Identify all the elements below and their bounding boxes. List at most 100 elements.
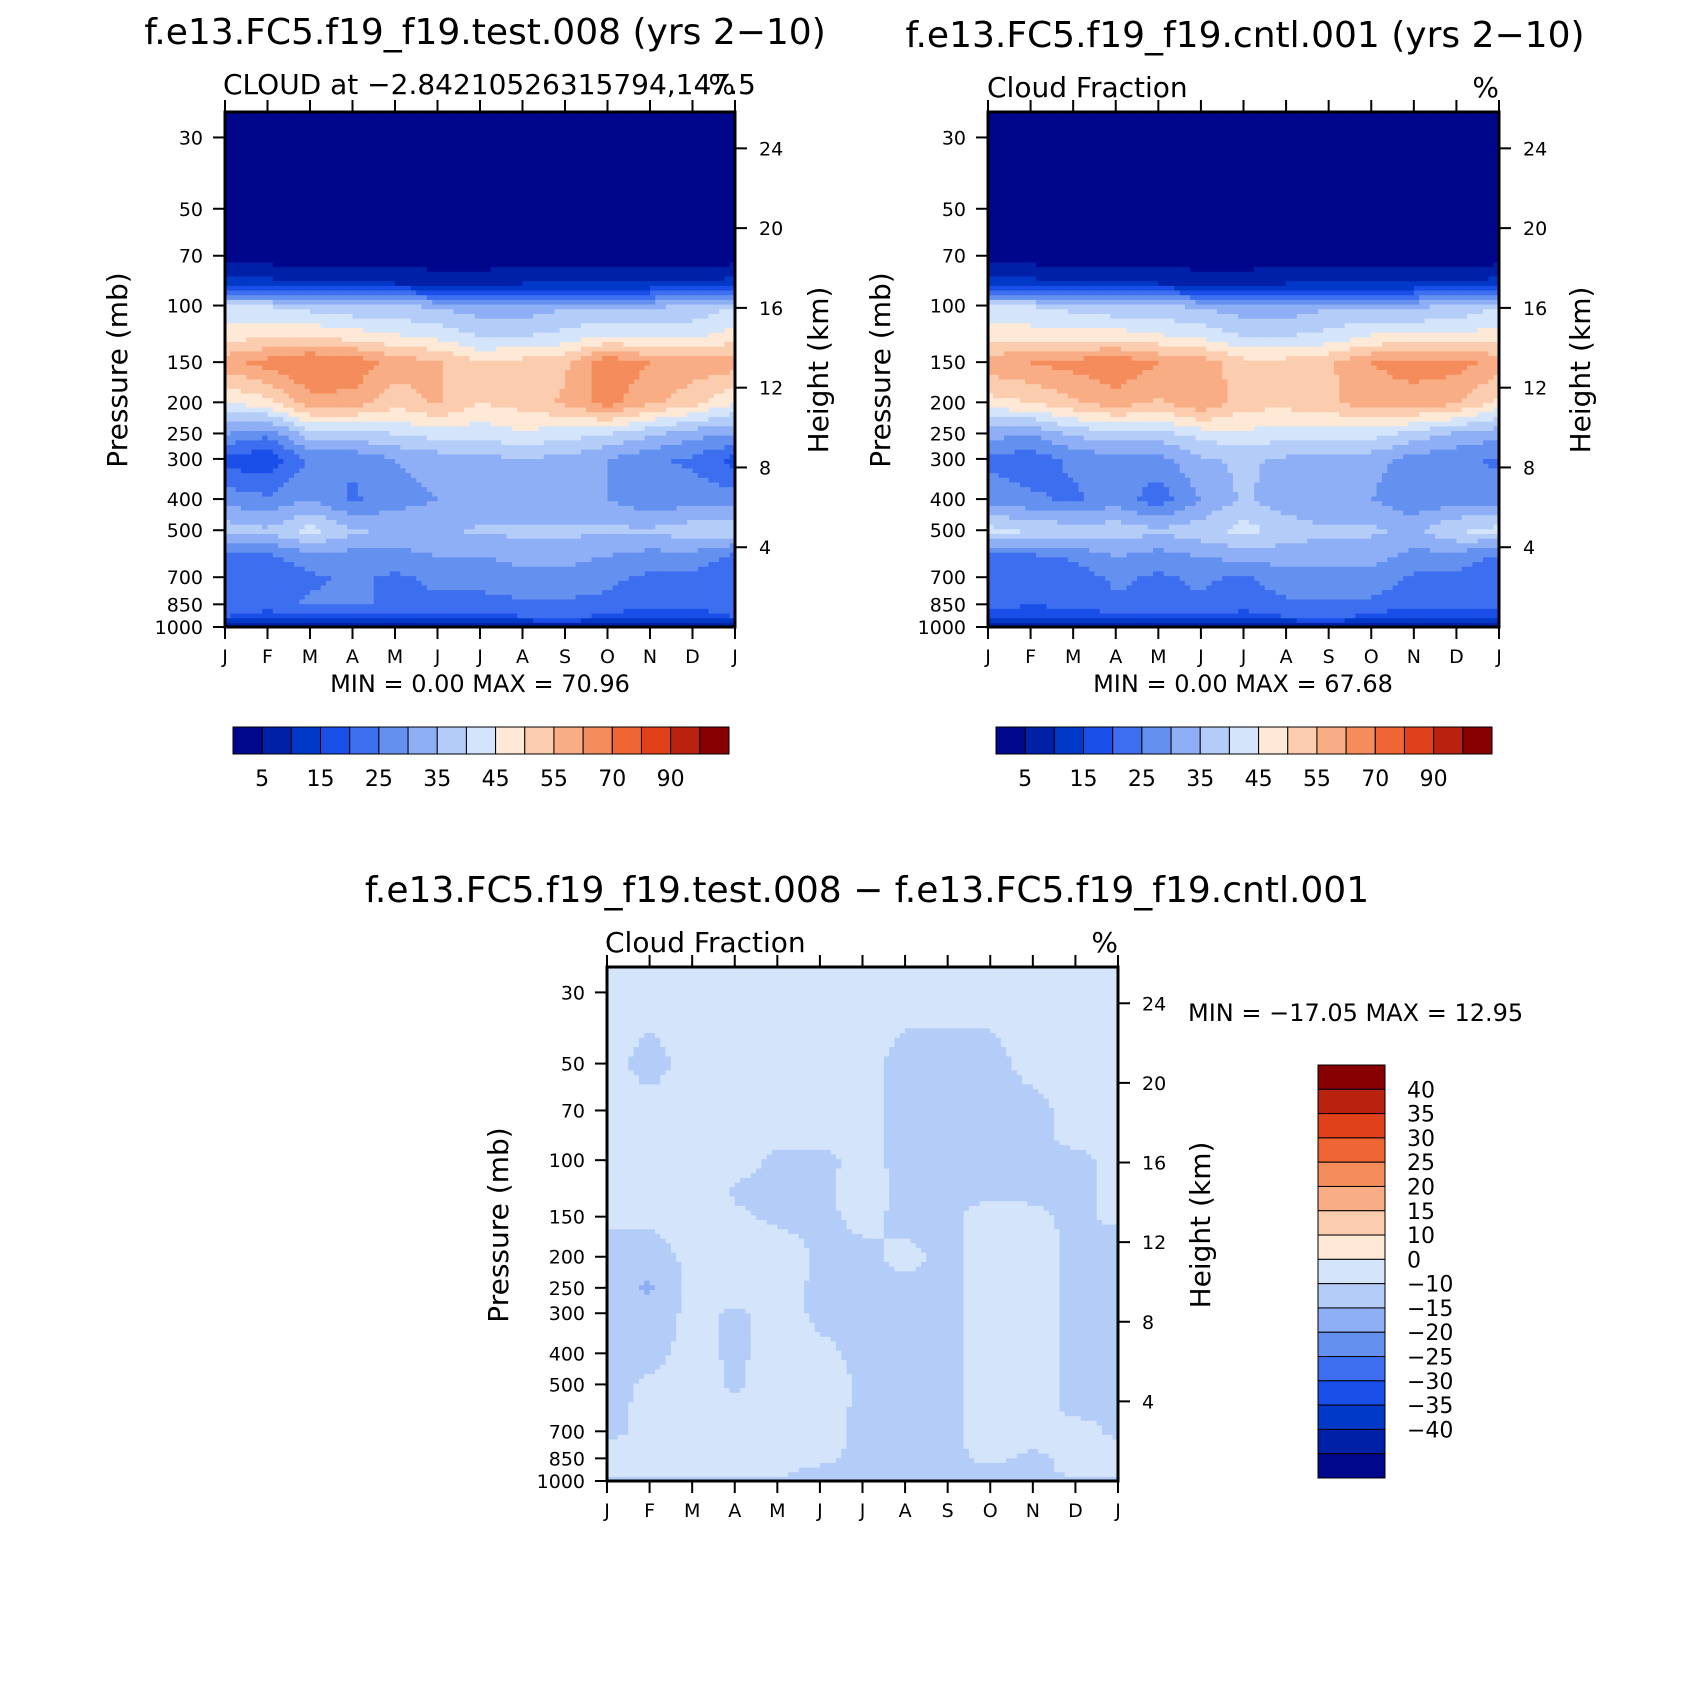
contour-cell	[496, 618, 502, 623]
contour-cell	[570, 613, 576, 618]
contour-cell	[305, 613, 311, 618]
contour-cell	[581, 585, 587, 590]
contour-cell	[523, 585, 529, 590]
contour-cell	[576, 594, 582, 599]
contour-cell	[629, 618, 635, 623]
contour-cell	[262, 618, 268, 623]
contour-cell	[677, 594, 683, 599]
contour-cell	[453, 576, 459, 581]
contour-cell	[379, 590, 385, 595]
contour-cell	[448, 585, 454, 590]
contour-cell	[512, 618, 518, 623]
contour-cell	[703, 585, 709, 590]
contour-cell	[342, 594, 348, 599]
contour-cell	[358, 585, 364, 590]
contour-cell	[395, 590, 401, 595]
contour-cell	[395, 594, 401, 599]
contour-cell	[310, 604, 316, 609]
contour-cell	[353, 585, 359, 590]
contour-cell	[634, 613, 640, 618]
contour-cell	[602, 613, 608, 618]
contour-cell	[602, 585, 608, 590]
contour-cell	[278, 594, 284, 599]
contour-cell	[411, 599, 417, 604]
contour-cell	[432, 580, 438, 585]
contour-cell	[432, 599, 438, 604]
contour-cell	[416, 599, 422, 604]
contour-cell	[453, 585, 459, 590]
contour-cell	[438, 604, 444, 609]
contour-cell	[475, 618, 481, 623]
contour-cell	[554, 585, 560, 590]
contour-cell	[507, 594, 513, 599]
contour-cell	[469, 576, 475, 581]
contour-cell	[294, 576, 300, 581]
contour-cell	[459, 576, 465, 581]
contour-cell	[422, 599, 428, 604]
contour-cell	[273, 599, 279, 604]
contour-cell	[406, 608, 412, 613]
contour-cell	[639, 585, 645, 590]
contour-cell	[252, 594, 258, 599]
contour-cell	[677, 599, 683, 604]
contour-cell	[592, 618, 598, 623]
contour-cell	[331, 590, 337, 595]
contour-cell	[448, 590, 454, 595]
contour-cell	[310, 599, 316, 604]
contour-cell	[645, 608, 651, 613]
contour-cell	[629, 599, 635, 604]
contour-cell	[379, 594, 385, 599]
contour-cell	[714, 580, 720, 585]
contour-cell	[538, 599, 544, 604]
contour-cell	[724, 608, 730, 613]
contour-cell	[326, 594, 332, 599]
contour-cell	[384, 613, 390, 618]
contour-cell	[629, 604, 635, 609]
contour-cell	[661, 604, 667, 609]
contour-cell	[432, 613, 438, 618]
contour-cell	[294, 613, 300, 618]
contour-cell	[438, 608, 444, 613]
contour-cell	[342, 585, 348, 590]
contour-cell	[469, 580, 475, 585]
contour-cell	[384, 599, 390, 604]
contour-cell	[507, 590, 513, 595]
contour-cell	[671, 618, 677, 623]
contour-cell	[634, 618, 640, 623]
contour-cell	[273, 608, 279, 613]
contour-cell	[661, 608, 667, 613]
contour-cell	[416, 580, 422, 585]
contour-cell	[406, 613, 412, 618]
contour-cell	[283, 599, 289, 604]
contour-cell	[448, 576, 454, 581]
contour-cell	[411, 580, 417, 585]
contour-cell	[544, 608, 550, 613]
contour-cell	[230, 585, 236, 590]
contour-cell	[305, 576, 311, 581]
contour-cell	[597, 618, 603, 623]
contour-cell	[719, 599, 725, 604]
contour-cell	[544, 618, 550, 623]
contour-cell	[634, 585, 640, 590]
contour-cell	[613, 618, 619, 623]
contour-cell	[602, 618, 608, 623]
contour-cell	[538, 585, 544, 590]
contour-cell	[549, 613, 555, 618]
contour-cell	[353, 618, 359, 623]
contour-cell	[358, 604, 364, 609]
contour-cell	[283, 585, 289, 590]
contour-cell	[459, 580, 465, 585]
contour-cell	[724, 604, 730, 609]
contour-cell	[400, 590, 406, 595]
contour-cell	[252, 613, 258, 618]
contour-cell	[629, 613, 635, 618]
contour-cell	[353, 576, 359, 581]
contour-cell	[230, 613, 236, 618]
contour-cell	[230, 608, 236, 613]
contour-cell	[299, 576, 305, 581]
contour-cell	[703, 618, 709, 623]
contour-cell	[666, 580, 672, 585]
contour-cell	[608, 604, 614, 609]
contour-cell	[406, 576, 412, 581]
contour-cell	[703, 590, 709, 595]
